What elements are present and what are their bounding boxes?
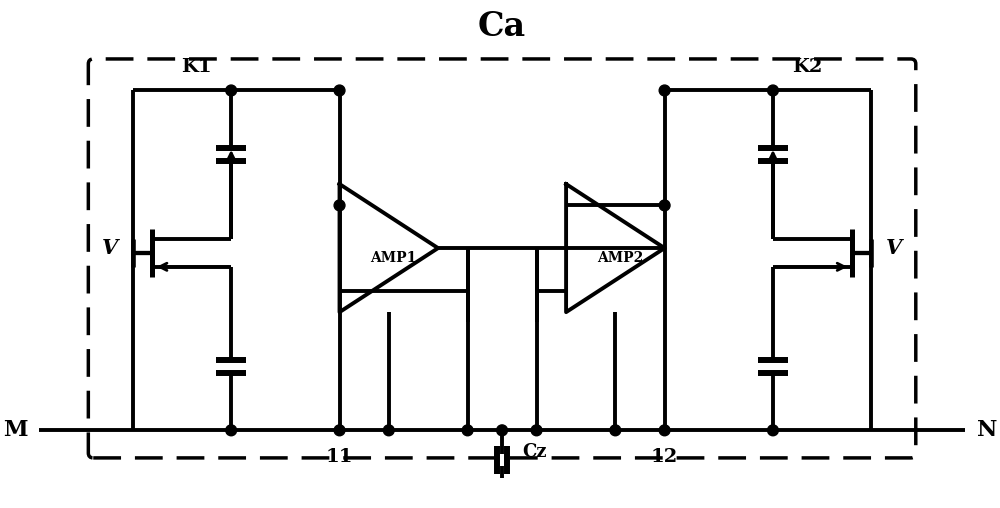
Text: V: V [886,238,902,258]
Text: 11: 11 [326,448,353,466]
Circle shape [768,85,778,96]
Text: AMP2: AMP2 [597,251,643,265]
Circle shape [334,425,345,436]
Circle shape [768,425,778,436]
Text: V: V [102,238,118,258]
Circle shape [226,85,237,96]
Circle shape [497,425,507,436]
Circle shape [531,425,542,436]
Circle shape [659,85,670,96]
Text: K2: K2 [792,58,823,76]
Circle shape [334,200,345,211]
Circle shape [462,425,473,436]
Text: AMP1: AMP1 [371,251,417,265]
Text: 12: 12 [651,448,678,466]
Circle shape [659,425,670,436]
Circle shape [610,425,621,436]
Circle shape [226,425,237,436]
Text: K1: K1 [181,58,212,76]
Text: Cz: Cz [522,443,546,461]
Circle shape [659,200,670,211]
Text: M: M [3,419,27,441]
Circle shape [383,425,394,436]
Text: N: N [977,419,997,441]
Text: Ca: Ca [478,10,526,43]
Circle shape [334,85,345,96]
